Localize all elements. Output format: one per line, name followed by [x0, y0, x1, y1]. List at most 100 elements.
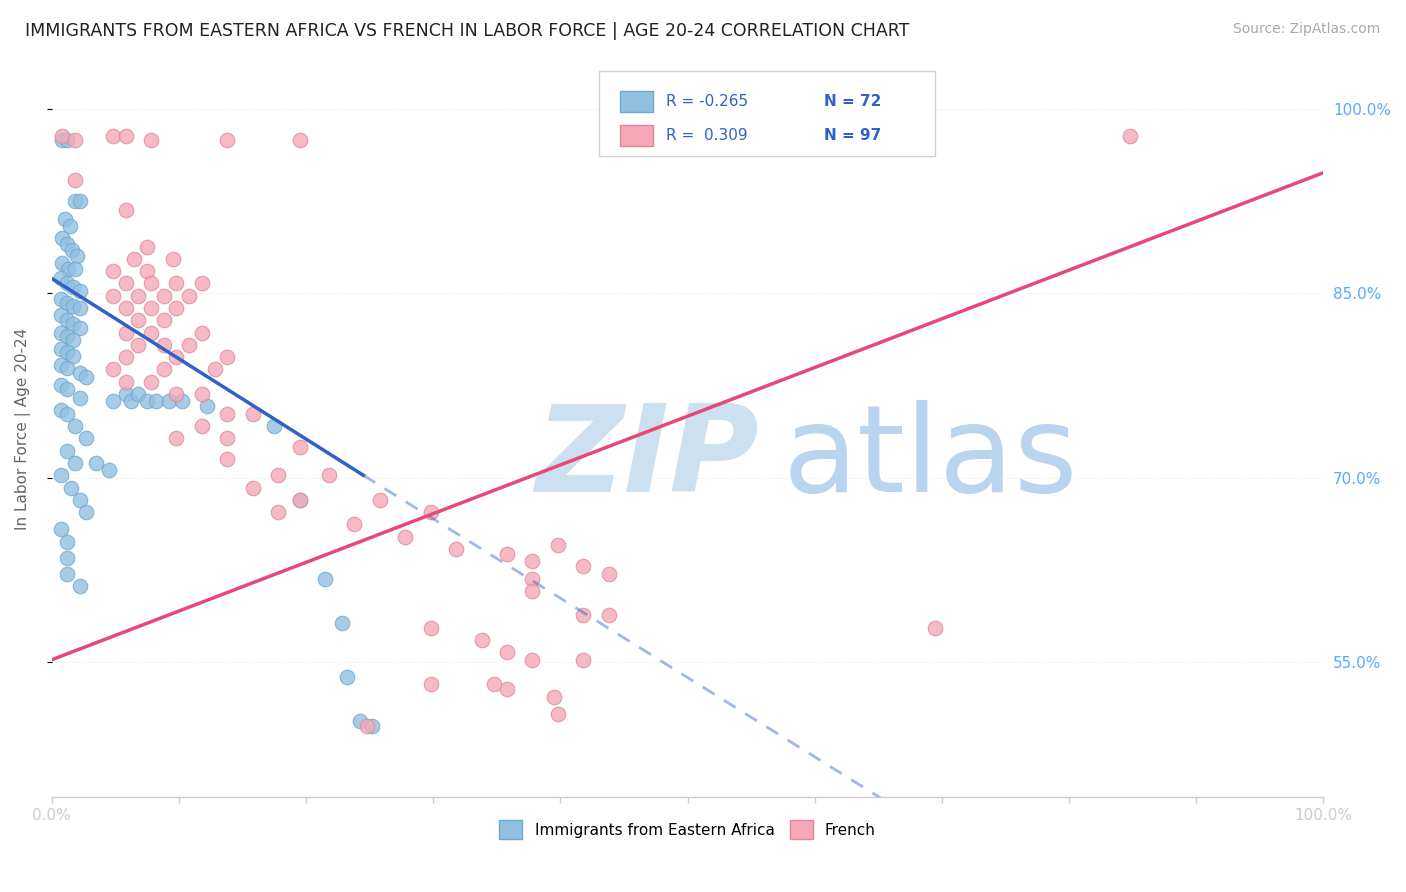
- Point: [598, 566, 620, 581]
- Point: [152, 289, 174, 303]
- Point: [419, 677, 441, 691]
- Point: [53, 212, 76, 227]
- Point: [547, 538, 569, 552]
- Point: [191, 419, 214, 434]
- Legend: Immigrants from Eastern Africa, French: Immigrants from Eastern Africa, French: [494, 814, 882, 845]
- Point: [217, 132, 239, 146]
- Point: [191, 387, 214, 401]
- Point: [114, 375, 136, 389]
- Point: [162, 252, 184, 266]
- Point: [66, 249, 89, 263]
- Text: ZIP: ZIP: [534, 400, 759, 516]
- Point: [69, 320, 91, 334]
- Point: [49, 468, 72, 483]
- Point: [572, 559, 595, 574]
- Point: [49, 271, 72, 285]
- Point: [59, 219, 82, 233]
- Point: [69, 391, 91, 405]
- Point: [62, 317, 84, 331]
- Point: [165, 431, 187, 445]
- Point: [343, 517, 366, 532]
- Point: [101, 394, 124, 409]
- Point: [51, 231, 73, 245]
- Point: [49, 378, 72, 392]
- Point: [139, 375, 162, 389]
- Point: [75, 505, 97, 519]
- Point: [288, 492, 311, 507]
- Point: [63, 173, 86, 187]
- Point: [496, 547, 519, 561]
- Point: [127, 289, 149, 303]
- Point: [56, 313, 79, 327]
- Point: [336, 670, 359, 684]
- Point: [101, 128, 124, 143]
- Point: [69, 284, 91, 298]
- Bar: [620, 125, 654, 146]
- Point: [267, 468, 290, 483]
- Point: [56, 237, 79, 252]
- Point: [368, 492, 391, 507]
- Point: [56, 550, 79, 565]
- Point: [56, 382, 79, 396]
- Point: [56, 277, 79, 291]
- Point: [598, 608, 620, 623]
- Point: [69, 301, 91, 315]
- Point: [75, 370, 97, 384]
- Point: [330, 615, 353, 630]
- Point: [69, 194, 91, 208]
- Point: [60, 244, 83, 258]
- Point: [572, 608, 595, 623]
- Point: [165, 387, 187, 401]
- Point: [139, 277, 162, 291]
- Point: [543, 690, 565, 704]
- Point: [394, 530, 416, 544]
- Point: [522, 653, 544, 667]
- Point: [139, 301, 162, 315]
- Text: R =  0.309: R = 0.309: [666, 128, 748, 143]
- FancyBboxPatch shape: [599, 70, 935, 155]
- Point: [288, 440, 311, 454]
- Point: [49, 358, 72, 372]
- Point: [114, 277, 136, 291]
- Point: [69, 492, 91, 507]
- Point: [204, 362, 226, 376]
- Point: [56, 345, 79, 359]
- Point: [51, 255, 73, 269]
- Point: [288, 132, 311, 146]
- Point: [419, 621, 441, 635]
- Point: [496, 682, 519, 697]
- Point: [496, 645, 519, 659]
- Point: [114, 387, 136, 401]
- Point: [101, 289, 124, 303]
- Point: [114, 350, 136, 364]
- Point: [86, 456, 108, 470]
- Point: [263, 419, 285, 434]
- Point: [484, 677, 506, 691]
- Point: [165, 350, 187, 364]
- Point: [56, 443, 79, 458]
- Text: atlas: atlas: [783, 400, 1078, 516]
- Point: [114, 326, 136, 340]
- Point: [242, 407, 264, 421]
- Point: [361, 719, 384, 733]
- Point: [217, 350, 239, 364]
- Point: [547, 706, 569, 721]
- Point: [49, 403, 72, 417]
- Point: [101, 362, 124, 376]
- Point: [62, 333, 84, 347]
- Point: [136, 394, 159, 409]
- Point: [114, 128, 136, 143]
- Point: [62, 299, 84, 313]
- Point: [572, 653, 595, 667]
- Point: [179, 289, 201, 303]
- Point: [56, 407, 79, 421]
- Point: [56, 566, 79, 581]
- Point: [58, 261, 80, 276]
- Point: [63, 419, 86, 434]
- Point: [49, 309, 72, 323]
- Point: [98, 463, 121, 477]
- Point: [157, 394, 180, 409]
- Point: [314, 572, 336, 586]
- Point: [471, 633, 494, 648]
- Point: [522, 554, 544, 568]
